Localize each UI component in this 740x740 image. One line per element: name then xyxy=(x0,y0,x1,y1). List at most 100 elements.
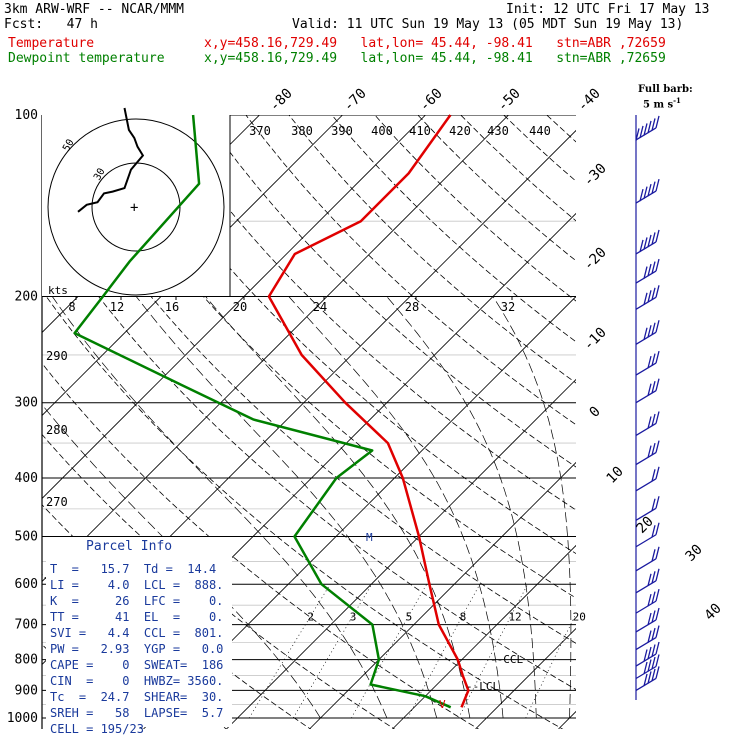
pressure-tick-label: 200 xyxy=(15,290,38,305)
isotherm-label: 30 xyxy=(683,542,706,565)
wind-barb-flag xyxy=(655,285,660,298)
wind-barb-staff xyxy=(635,619,657,633)
wind-barb-flag xyxy=(655,666,660,679)
wind-barb-flag xyxy=(655,229,660,243)
wind-barb-flag xyxy=(651,232,656,245)
hodograph-speed-label: 20 xyxy=(233,300,247,314)
dewpoint-legend-info: x,y=458.16,729.49 lat,lon= 45.44, -98.41… xyxy=(204,51,666,66)
parcel-row: Tc = 24.7 SHEAR= 30. xyxy=(50,690,224,704)
wind-barb-flag xyxy=(651,381,656,394)
wind-barb xyxy=(635,350,660,376)
mixing-ratio-line xyxy=(351,584,428,719)
theta-label: 430 xyxy=(487,124,509,138)
pressure-tick-label: 900 xyxy=(15,683,38,698)
wind-barb-flag xyxy=(647,573,652,586)
pressure-tick-label: 500 xyxy=(15,529,38,544)
wind-barb-flag xyxy=(651,353,656,366)
theta-side-label: 270 xyxy=(46,495,68,509)
hodograph-speed-label: 32 xyxy=(501,300,515,314)
pressure-tick-label: 100 xyxy=(15,108,38,123)
barb-unit-text: 5 m s xyxy=(643,99,674,111)
wind-barb-flag xyxy=(651,656,656,670)
pressure-tick-label: 400 xyxy=(15,471,38,486)
parcel-row: CELL = 195/23 xyxy=(50,722,144,736)
wind-barb-flag xyxy=(647,612,652,626)
pressure-tick-label: 300 xyxy=(15,396,38,411)
wind-barb xyxy=(635,115,660,141)
wind-barb-flag xyxy=(651,525,656,538)
wind-barb xyxy=(635,641,660,667)
wind-barb-flag xyxy=(647,355,652,369)
isotherm xyxy=(42,115,510,583)
wind-barb-flag xyxy=(655,320,660,333)
wind-barb-flag xyxy=(651,571,656,584)
mixing-ratio-line xyxy=(458,584,529,719)
wind-barb-flag xyxy=(647,290,652,303)
wind-barb-flag xyxy=(647,416,652,429)
hodograph-speed-label: 28 xyxy=(405,300,419,314)
wind-barb-flag xyxy=(643,292,648,305)
wind-barb xyxy=(635,466,660,492)
theta-label: 400 xyxy=(371,124,393,138)
wind-barb xyxy=(635,229,660,255)
wind-barb-flag xyxy=(655,625,660,638)
parcel-row: PW = 2.93 YGP = 0.0 xyxy=(50,642,224,656)
wind-barb-staff xyxy=(635,390,657,404)
wind-barb xyxy=(635,546,660,572)
hodograph-origin: + xyxy=(130,200,138,216)
wind-barb-flag xyxy=(647,445,652,458)
wind-barb-flag xyxy=(647,659,652,672)
dry-adiabat xyxy=(245,115,576,426)
wind-barb-staff xyxy=(635,600,657,614)
wind-barb-flag xyxy=(651,591,656,604)
barb-unit-exponent: -1 xyxy=(673,96,681,105)
mixing-ratio-label: 8 xyxy=(460,611,467,624)
dry-adiabat xyxy=(42,289,564,729)
wind-barb-flag xyxy=(643,123,648,136)
isotherm-label: -80 xyxy=(267,86,296,115)
pressure-tick-label: 1000 xyxy=(7,711,38,726)
parcel-row: CIN = 0 HWBZ= 3560. xyxy=(50,674,224,688)
isotherm-label: -20 xyxy=(581,245,610,274)
wind-barb-flag xyxy=(647,234,652,248)
pressure-tick-label: 600 xyxy=(15,577,38,592)
wind-barb-flag xyxy=(647,263,652,277)
dry-adiabat xyxy=(42,433,396,729)
wind-barb-flag xyxy=(651,261,656,274)
wind-barb xyxy=(635,411,660,437)
wind-barb xyxy=(635,588,660,614)
dry-adiabat xyxy=(202,115,576,468)
dry-adiabat xyxy=(116,115,576,555)
wind-barb-staff xyxy=(635,452,657,466)
wind-barb-flag xyxy=(651,610,656,623)
wind-barb-flag xyxy=(651,469,656,482)
mixing-ratio-label: 5 xyxy=(406,611,413,624)
mixing-ratio-line xyxy=(292,584,373,719)
wind-barb-staff xyxy=(635,534,657,548)
wind-barb-flag xyxy=(651,627,656,641)
wind-barb-flag xyxy=(651,668,656,682)
parcel-row: CAPE = 0 SWEAT= 186 xyxy=(50,658,224,672)
hodograph-ring-label: 50 xyxy=(61,138,77,154)
isotherm-label: 0 xyxy=(587,404,604,421)
wind-barb-flag xyxy=(651,644,656,657)
dewpoint-profile xyxy=(73,114,452,709)
moist-adiabat xyxy=(386,296,537,719)
valid-time: Valid: 11 UTC Sun 19 May 13 (05 MDT Sun … xyxy=(292,17,684,32)
wind-barb-flag xyxy=(643,661,648,675)
wind-barb-staff xyxy=(635,580,657,594)
hodograph-speed-label: 8 xyxy=(68,300,75,314)
mixing-ratio-label: 3 xyxy=(350,611,357,624)
isotherm xyxy=(309,461,576,729)
isotherm xyxy=(143,295,576,729)
wind-barb-flag xyxy=(647,593,652,607)
wind-barb-flag xyxy=(647,630,652,643)
parcel-row: LI = 4.0 LCL = 888. xyxy=(50,578,224,592)
wind-barbs xyxy=(635,115,660,700)
hodograph: +30 50 xyxy=(42,107,231,296)
wind-barb-flag xyxy=(643,266,648,279)
parcel-row: SVI = 4.4 CCL = 801. xyxy=(50,626,224,640)
wind-barb xyxy=(635,568,660,594)
wind-barb xyxy=(635,625,660,651)
dry-adiabat xyxy=(546,115,576,143)
